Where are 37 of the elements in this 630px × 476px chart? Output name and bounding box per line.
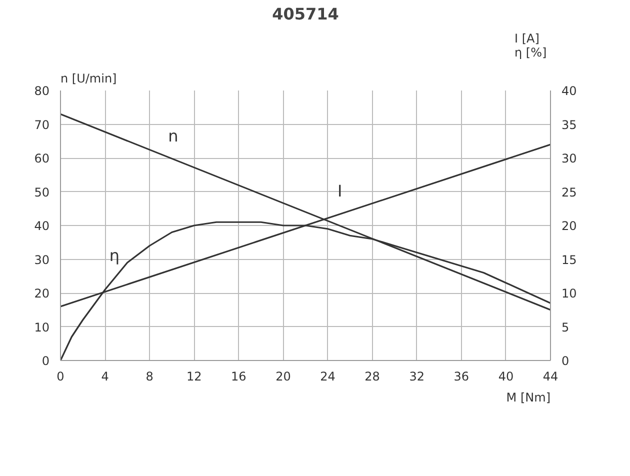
y2-tick-label: 25 [562,185,577,200]
x-tick-label: 20 [276,370,291,384]
y2-tick-label: 15 [562,252,577,267]
x-tick-label: 40 [498,370,514,384]
y-tick-label: 0 [42,354,50,368]
x-tick-label: 16 [231,370,246,384]
y2-tick-label: 40 [562,84,577,98]
chart-title: 405714 [272,4,339,24]
x-tick-label: 44 [542,370,558,384]
y2-tick-label: 0 [562,354,570,368]
x-axis-title: M [Nm] [506,390,551,404]
x-tick-label: 8 [146,370,154,384]
y2-tick-label: 20 [562,219,577,233]
y-tick-label: 70 [34,118,50,132]
series-label: I [337,182,342,201]
y2-tick-label: 35 [562,118,577,132]
y-tick-label: 50 [34,185,50,200]
y2-tick-label: 30 [562,152,577,166]
x-tick-label: 24 [320,370,336,384]
y-tick-label: 30 [34,252,50,267]
x-tick-label: 36 [454,370,470,384]
series-label: n [168,126,178,146]
y2-axis-title: I [A] η [%] [514,32,547,60]
y2-tick-label: 5 [562,320,570,334]
x-tick-label: 32 [409,370,425,384]
y-tick-label: 80 [34,84,50,98]
x-tick-label: 0 [56,370,64,384]
x-tick-label: 4 [101,370,109,384]
x-tick-label: 12 [186,370,202,384]
y2-tick-label: 10 [562,286,577,300]
x-tick-label: 28 [364,370,380,384]
y-axis-title: n [U/min] [60,72,117,86]
series-label: η [109,246,120,265]
y-tick-label: 10 [34,320,50,334]
y-tick-label: 40 [34,219,50,233]
y-tick-label: 20 [34,286,50,300]
y-tick-label: 60 [34,152,50,166]
